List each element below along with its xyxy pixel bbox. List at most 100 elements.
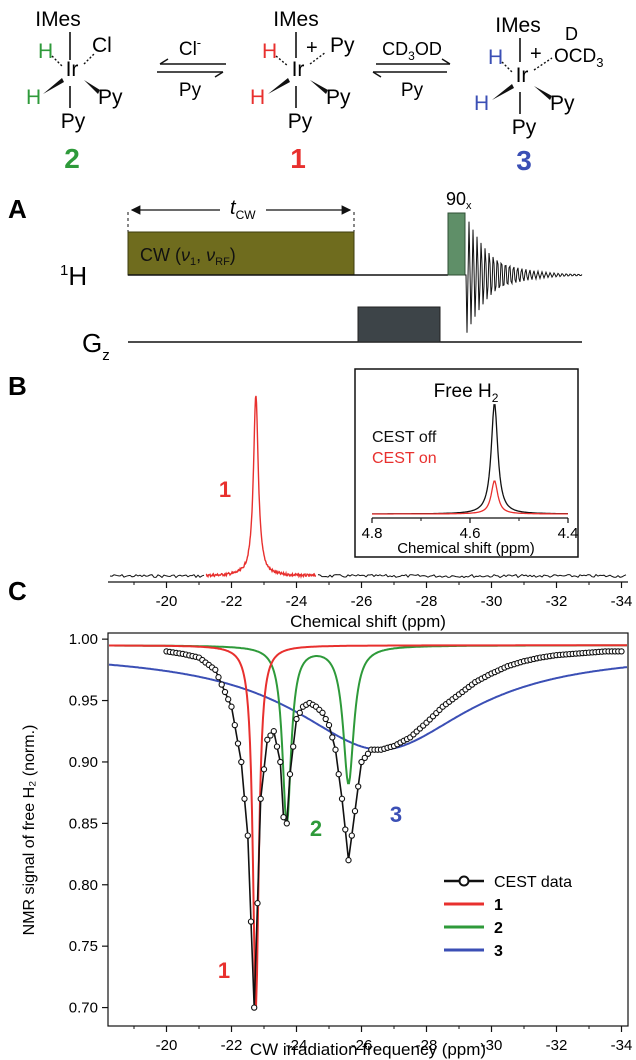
complex-1-ligand-top: IMes bbox=[273, 8, 319, 31]
inset-legend-cest-off: CEST off bbox=[372, 429, 437, 446]
cest-data-point bbox=[290, 743, 297, 750]
cest-data-point bbox=[286, 771, 294, 778]
cest-data-point bbox=[238, 758, 245, 766]
panel-b-x-tick-label: -30 bbox=[481, 593, 503, 610]
cest-data-point bbox=[215, 674, 222, 681]
cest-data-point bbox=[212, 666, 219, 673]
panel-b-peak-label: 1 bbox=[219, 477, 231, 502]
panel-b-x-tick-label: -32 bbox=[546, 593, 568, 610]
panel-a-letter: A bbox=[8, 194, 27, 224]
cest-data-point bbox=[225, 696, 232, 703]
panel-c-x-tick-label: -28 bbox=[416, 1037, 438, 1054]
panel-c-cest-data bbox=[163, 648, 625, 1011]
complex-3-hydride-bottom: H bbox=[474, 92, 489, 115]
cest-data-point bbox=[338, 795, 346, 802]
fid-signal bbox=[465, 221, 583, 333]
legend-curve-1: 1 bbox=[494, 897, 503, 914]
eq2-top-sub: 3 bbox=[408, 49, 415, 63]
inset-x-ticks: 4.8 4.6 4.4 bbox=[362, 518, 578, 542]
panel-b-x-tick-label: -26 bbox=[351, 593, 373, 610]
legend-cest-data: CEST data bbox=[494, 874, 572, 891]
complex-2-ligand-cl: Cl bbox=[92, 34, 112, 57]
panel-c-x-tick-label: -24 bbox=[286, 1037, 308, 1054]
panel-c-fit-curves bbox=[108, 644, 628, 1008]
cest-data-point bbox=[293, 715, 300, 723]
panel-a: A tCW CW (ν1, νRF) 90x 1H Gz bbox=[8, 189, 583, 364]
panel-c-x-tick-label: -26 bbox=[351, 1037, 373, 1054]
panel-c-x-tick-label: -22 bbox=[221, 1037, 243, 1054]
complex-3-methoxy-sub: 3 bbox=[596, 55, 603, 70]
legend-curve-3: 3 bbox=[494, 943, 503, 960]
pulse-90 bbox=[447, 212, 466, 276]
complex-3-label: 3 bbox=[516, 145, 532, 176]
cest-data-point bbox=[296, 709, 303, 716]
cw-block bbox=[127, 231, 355, 276]
panel-c-legend: CEST data 1 2 3 bbox=[444, 874, 572, 960]
panel-c-y-tick-label: 0.75 bbox=[69, 938, 98, 955]
svg-text:CW (ν1, νRF): CW (ν1, νRF) bbox=[140, 245, 236, 268]
cest-data-point bbox=[254, 900, 261, 907]
complex-2-metal: Ir bbox=[66, 58, 79, 81]
cest-data-point bbox=[345, 857, 352, 864]
panel-c-ylabel: NMR signal of free H₂ (norm.) bbox=[21, 725, 38, 936]
pulse-label-sub: x bbox=[466, 200, 472, 212]
panel-b-x-tick-label: -28 bbox=[416, 593, 438, 610]
panel-b: B 1 -20 -22 -24 -26 -28 -30 -32 -34 Chemical sh… bbox=[8, 368, 632, 631]
panel-b-x-ticks: -20 -22 -24 -26 -28 -30 -32 -34 bbox=[133, 582, 632, 610]
cest-data-point bbox=[364, 750, 372, 757]
panel-c-frame bbox=[107, 632, 629, 1027]
complex-3-ligand-bottom: Py bbox=[512, 116, 537, 139]
cest-data-point bbox=[342, 826, 349, 833]
cest-data-line bbox=[166, 650, 622, 1008]
cest-data-point bbox=[247, 918, 255, 925]
panel-b-x-tick-label: -22 bbox=[221, 593, 243, 610]
complex-2-label: 2 bbox=[64, 143, 80, 174]
cest-data-point bbox=[228, 703, 235, 710]
eq2-top-b: OD bbox=[415, 39, 442, 59]
panel-c: C 0.70 0.75 0.80 0.85 0.90 0.95 1.00 -20 -22 -24… bbox=[8, 576, 632, 1059]
panel-c-x-tick-label: -32 bbox=[546, 1037, 568, 1054]
complex-3-methoxy: OCD bbox=[554, 46, 596, 67]
cest-data-point bbox=[358, 758, 365, 766]
complex-3: IMes + Ir Py H H D OCD3 Py 3 bbox=[474, 14, 603, 176]
complex-2-hydride-top: H bbox=[38, 40, 53, 63]
equilibrium-arrows-1: Cl- Py bbox=[157, 35, 226, 101]
fit-curve-1 bbox=[109, 644, 627, 1008]
cest-data-point bbox=[270, 728, 277, 735]
cest-data-point bbox=[332, 746, 339, 753]
eq2-bottom-label: Py bbox=[401, 80, 424, 101]
cest-data-point bbox=[244, 832, 251, 839]
panel-c-y-ticks: 0.70 0.75 0.80 0.85 0.90 0.95 1.00 bbox=[69, 631, 108, 1017]
panel-c-y-tick-label: 0.70 bbox=[69, 1000, 98, 1017]
complex-2: IMes Ir Py H H Cl Py 2 bbox=[26, 8, 123, 174]
tcw-label: t bbox=[230, 197, 237, 219]
panel-b-x-tick-label: -24 bbox=[286, 593, 308, 610]
cw-nu2-sub: RF bbox=[215, 256, 230, 268]
inset-legend-cest-on: CEST on bbox=[372, 450, 437, 467]
cest-data-point bbox=[241, 795, 248, 802]
svg-text:Cl-: Cl- bbox=[179, 35, 201, 60]
cw-nu2: ν bbox=[206, 245, 215, 265]
cw-nu1-sub: 1 bbox=[190, 256, 196, 268]
cest-data-point bbox=[283, 820, 290, 827]
cest-data-point bbox=[348, 832, 355, 839]
svg-text:Free H2: Free H2 bbox=[434, 381, 499, 405]
eq2-top-a: CD bbox=[382, 39, 408, 59]
complex-2-hydride-bottom: H bbox=[26, 86, 41, 109]
eq1-top-label: Cl bbox=[179, 39, 197, 60]
cest-data-point bbox=[280, 814, 287, 821]
cest-data-point bbox=[231, 721, 238, 729]
panel-c-letter: C bbox=[8, 576, 27, 606]
svg-text:90x: 90x bbox=[446, 189, 472, 212]
complex-3-hydride-top: H bbox=[488, 46, 503, 69]
panel-c-y-tick-label: 1.00 bbox=[69, 631, 98, 648]
svg-text:tCW: tCW bbox=[230, 197, 256, 222]
legend-marker-cest-data bbox=[458, 875, 470, 887]
inset-x-tick-label: 4.6 bbox=[460, 525, 481, 542]
cest-data-point bbox=[319, 709, 326, 716]
h-channel-label: H bbox=[68, 261, 87, 291]
panel-c-x-ticks: -20 -22 -24 -26 -28 -30 -32 -34 bbox=[133, 1026, 632, 1054]
cest-data-point bbox=[277, 758, 284, 766]
cest-data-point bbox=[221, 688, 229, 696]
complex-1-hydride-top: H bbox=[262, 40, 277, 63]
